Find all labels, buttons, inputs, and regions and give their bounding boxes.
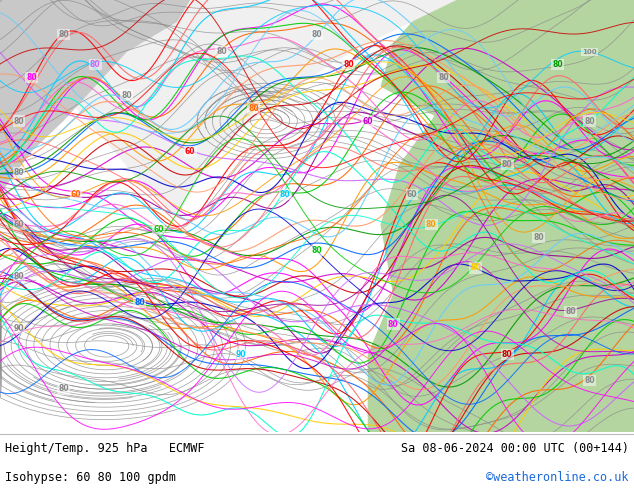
- Text: 60: 60: [407, 190, 417, 199]
- Text: 80: 80: [312, 30, 322, 39]
- Text: 90: 90: [236, 350, 246, 359]
- Text: 80: 80: [439, 74, 449, 82]
- Text: 80: 80: [122, 91, 132, 99]
- Text: 80: 80: [249, 103, 259, 113]
- Text: 80: 80: [14, 169, 24, 177]
- Text: 80: 80: [344, 60, 354, 69]
- Text: ©weatheronline.co.uk: ©weatheronline.co.uk: [486, 471, 629, 484]
- Text: 60: 60: [363, 117, 373, 125]
- Polygon shape: [380, 0, 634, 151]
- Text: Height/Temp. 925 hPa   ECMWF: Height/Temp. 925 hPa ECMWF: [5, 442, 205, 455]
- Text: 90: 90: [14, 324, 24, 333]
- Polygon shape: [63, 0, 456, 216]
- Text: 80: 80: [426, 220, 436, 229]
- Text: 100: 100: [582, 49, 597, 55]
- Text: 60: 60: [14, 220, 24, 229]
- Text: 80: 80: [502, 160, 512, 169]
- Text: 80: 80: [312, 246, 322, 255]
- Text: 80: 80: [553, 60, 563, 69]
- Text: 80: 80: [58, 385, 68, 393]
- Text: 60: 60: [153, 224, 164, 234]
- Text: 80: 80: [502, 350, 512, 359]
- Text: 80: 80: [134, 298, 145, 307]
- Polygon shape: [0, 0, 190, 195]
- Polygon shape: [368, 0, 634, 432]
- Text: 80: 80: [280, 190, 290, 199]
- Text: 80: 80: [90, 60, 100, 69]
- Text: 60: 60: [71, 190, 81, 199]
- Text: 80: 80: [58, 30, 68, 39]
- Text: 60: 60: [185, 147, 195, 156]
- Text: 80: 80: [27, 74, 37, 82]
- Text: 80: 80: [14, 117, 24, 125]
- Text: 80: 80: [217, 48, 227, 56]
- Text: Isohypse: 60 80 100 gpdm: Isohypse: 60 80 100 gpdm: [5, 471, 176, 484]
- Text: 80: 80: [14, 272, 24, 281]
- Text: 80: 80: [534, 233, 544, 242]
- Text: 80: 80: [585, 376, 595, 385]
- Text: 80: 80: [566, 307, 576, 316]
- Text: 80: 80: [470, 264, 481, 272]
- Text: 80: 80: [585, 117, 595, 125]
- Text: Sa 08-06-2024 00:00 UTC (00+144): Sa 08-06-2024 00:00 UTC (00+144): [401, 442, 629, 455]
- Text: 80: 80: [388, 319, 398, 329]
